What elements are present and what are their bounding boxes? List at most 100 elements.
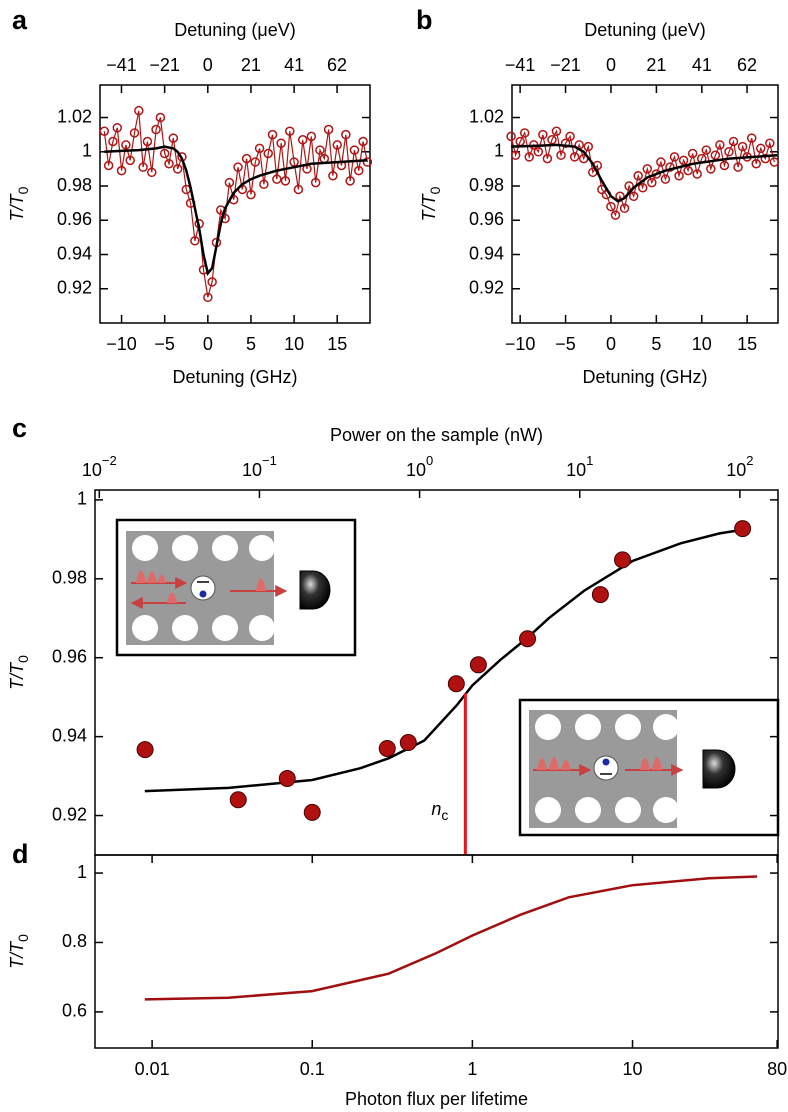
- tick-label: −41: [106, 55, 137, 75]
- data-point: [756, 143, 766, 154]
- data-point: [362, 157, 373, 167]
- data-point: [233, 162, 243, 172]
- data-point: [303, 803, 321, 821]
- x-axis-label: Photon flux per lifetime: [345, 1089, 528, 1109]
- data-point: [280, 176, 291, 186]
- tick-exponent: −1: [262, 453, 277, 468]
- tick-exponent: 0: [426, 453, 433, 468]
- data-point: [112, 123, 123, 133]
- tick-label: 0.8: [62, 931, 87, 951]
- tick-label: 1: [467, 1059, 477, 1079]
- tick-label: 1: [77, 489, 87, 509]
- data-point: [306, 131, 317, 142]
- data-point: [678, 155, 689, 166]
- y-axis-label-sub: 0: [15, 655, 31, 663]
- tick-label: 15: [327, 334, 347, 354]
- tick-label: 10−1: [242, 453, 277, 479]
- tick-label: 0.94: [57, 243, 92, 263]
- plot-frame: [94, 854, 779, 1049]
- tick-label: 1: [494, 141, 504, 161]
- fit-line: [144, 528, 745, 793]
- data-point: [519, 630, 537, 648]
- data-point: [706, 164, 716, 174]
- tick-label: 10: [692, 334, 712, 354]
- panel-letter: a: [12, 5, 28, 35]
- data-point: [116, 165, 127, 176]
- data-point: [250, 157, 261, 167]
- inset-transmission: [518, 698, 780, 837]
- data-point: [267, 129, 278, 140]
- data-point: [447, 675, 465, 693]
- tick-label: 0.92: [57, 278, 92, 298]
- data-point: [276, 138, 286, 148]
- data-point: [129, 128, 140, 138]
- data-point: [715, 140, 725, 150]
- x-axis-label: Detuning (GHz): [582, 367, 707, 387]
- annotation-label: nc: [431, 799, 448, 823]
- annotation-main: n: [431, 799, 441, 819]
- data-point: [769, 157, 780, 167]
- data-point: [538, 129, 548, 140]
- data-point: [224, 177, 235, 188]
- data-point: [469, 656, 487, 674]
- tick-label: 5: [246, 334, 256, 354]
- tick-label: 0: [606, 55, 616, 75]
- data-point: [765, 138, 775, 148]
- data-point: [737, 141, 748, 152]
- tick-label: 0.96: [469, 209, 504, 229]
- y-axis-label-sub: 0: [15, 934, 31, 942]
- data-point: [669, 152, 680, 162]
- y-axis-label-sub: 0: [15, 186, 31, 194]
- tick-label: 0.96: [57, 209, 92, 229]
- data-point: [610, 210, 621, 220]
- y-axis-label-main: T/T: [7, 192, 27, 221]
- tick-label: 102: [726, 453, 753, 479]
- data-point: [606, 201, 616, 212]
- data-point: [687, 148, 698, 159]
- data-point: [656, 157, 666, 167]
- data-point: [134, 105, 144, 116]
- data-point: [692, 169, 702, 179]
- tick-label: 62: [327, 55, 347, 75]
- data-point: [399, 734, 417, 752]
- data-point: [565, 131, 575, 142]
- data-point: [142, 136, 153, 147]
- tick-label: 0: [203, 334, 213, 354]
- data-point: [151, 124, 161, 135]
- plot-frame: [99, 84, 371, 324]
- data-point: [310, 177, 321, 188]
- x2-axis-label: Detuning (μeV): [584, 20, 705, 40]
- data-point: [172, 164, 183, 174]
- tick-label: 0.6: [62, 1001, 87, 1021]
- data-point: [190, 236, 200, 246]
- data-point: [278, 769, 296, 787]
- data-point: [168, 133, 179, 143]
- panel-letter: d: [12, 839, 29, 869]
- tick-label: −10: [106, 334, 137, 354]
- data-point: [751, 159, 761, 169]
- tick-label: 101: [566, 453, 593, 479]
- tick-label: 41: [692, 55, 712, 75]
- data-point: [378, 739, 396, 757]
- data-point: [328, 170, 338, 181]
- tick-label: 1: [82, 141, 92, 161]
- data-point: [683, 165, 693, 176]
- tick-label: 0.92: [52, 804, 87, 824]
- plot-frame: [511, 84, 779, 324]
- data-point: [760, 153, 771, 164]
- tick-label: 21: [646, 55, 666, 75]
- data-point: [147, 167, 157, 178]
- tick-label: 0.01: [135, 1059, 170, 1079]
- data-point: [263, 148, 273, 159]
- data-point: [108, 136, 118, 147]
- data-point: [293, 184, 304, 195]
- data-point: [719, 160, 730, 171]
- data-point: [354, 165, 364, 176]
- data-point: [332, 140, 342, 150]
- data-point: [583, 141, 594, 152]
- data-point: [241, 153, 252, 164]
- panel-letter: b: [416, 5, 433, 35]
- data-point: [701, 145, 712, 155]
- y-axis-label-main: T/T: [419, 192, 439, 221]
